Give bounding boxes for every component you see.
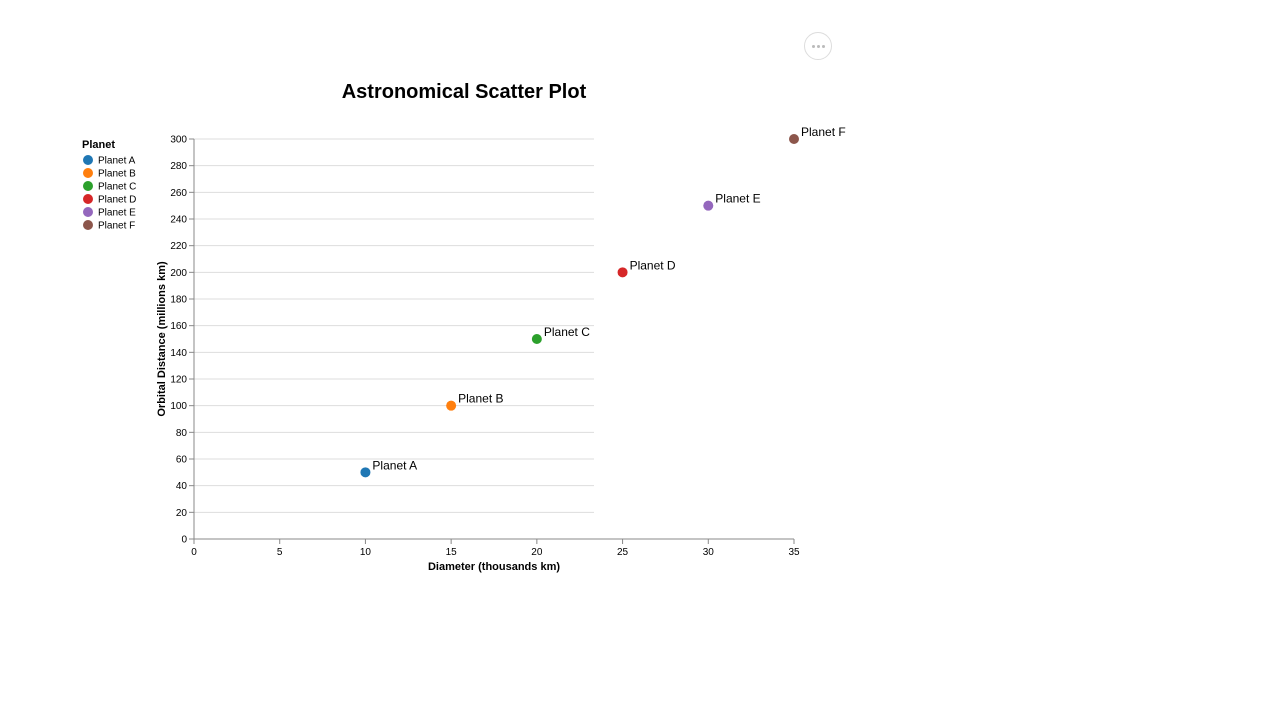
y-tick-label: 60 <box>176 455 188 466</box>
y-tick-label: 240 <box>170 215 187 226</box>
y-tick-label: 180 <box>170 295 187 306</box>
data-point-label: Planet E <box>715 192 760 206</box>
data-point[interactable] <box>703 200 714 211</box>
data-point[interactable] <box>446 400 457 411</box>
data-point[interactable] <box>789 134 799 144</box>
legend-entry-label: Planet F <box>98 221 135 232</box>
data-point[interactable] <box>617 267 628 278</box>
y-tick-label: 260 <box>170 188 187 199</box>
legend-title: Planet <box>82 139 115 151</box>
data-point-label: Planet D <box>630 258 676 272</box>
y-tick-label: 220 <box>170 241 187 252</box>
legend-swatch <box>83 155 93 165</box>
x-tick-label: 30 <box>703 547 715 558</box>
legend-swatch <box>83 220 93 230</box>
x-tick-label: 25 <box>617 547 629 558</box>
legend: Planet Planet A Planet B Planet C Planet D P… <box>82 139 136 232</box>
chart-menu-button[interactable] <box>804 32 832 60</box>
y-tick-label: 160 <box>170 321 187 332</box>
x-tick-label: 5 <box>277 547 283 558</box>
legend-entry-label: Planet D <box>98 195 136 206</box>
y-tick-label: 80 <box>176 428 188 439</box>
data-point-label: Planet F <box>801 125 846 139</box>
data-points: Planet A Planet B Planet C Planet D Planet E… <box>360 125 846 478</box>
data-point-label: Planet B <box>458 392 503 406</box>
x-tick-label: 0 <box>191 547 197 558</box>
x-tick-label: 10 <box>360 547 372 558</box>
y-tick-label: 200 <box>170 268 187 279</box>
legend-entry-label: Planet A <box>98 156 136 167</box>
y-tick-label: 40 <box>176 481 188 492</box>
legend-entry-label: Planet C <box>98 182 136 193</box>
y-tick-label: 280 <box>170 161 187 172</box>
y-tick-label: 100 <box>170 401 187 412</box>
y-axis-label: Orbital Distance (millions km) <box>156 261 168 417</box>
x-axis-label: Diameter (thousands km) <box>428 561 560 573</box>
legend-swatch <box>83 168 93 178</box>
y-tick-label: 120 <box>170 375 187 386</box>
ellipsis-icon <box>811 44 825 48</box>
data-point[interactable] <box>360 467 371 478</box>
legend-swatch <box>83 207 93 217</box>
y-tick-label: 0 <box>181 535 187 546</box>
x-tick-label: 35 <box>788 547 800 558</box>
data-point[interactable] <box>531 334 542 344</box>
grid-lines <box>194 138 594 540</box>
data-point-label: Planet C <box>544 325 590 339</box>
y-tick-label: 140 <box>170 348 187 359</box>
y-tick-label: 20 <box>176 508 188 519</box>
legend-swatch <box>83 194 93 204</box>
axes: 0204060801001201401601802002202402602803… <box>170 135 800 559</box>
legend-entry-label: Planet E <box>98 208 136 219</box>
data-point-label: Planet A <box>372 458 417 472</box>
legend-swatch <box>83 181 93 191</box>
chart-title: Astronomical Scatter Plot <box>342 81 587 103</box>
legend-entry-label: Planet B <box>98 169 136 180</box>
x-tick-label: 15 <box>446 547 458 558</box>
y-tick-label: 300 <box>170 135 187 146</box>
x-tick-label: 20 <box>531 547 543 558</box>
